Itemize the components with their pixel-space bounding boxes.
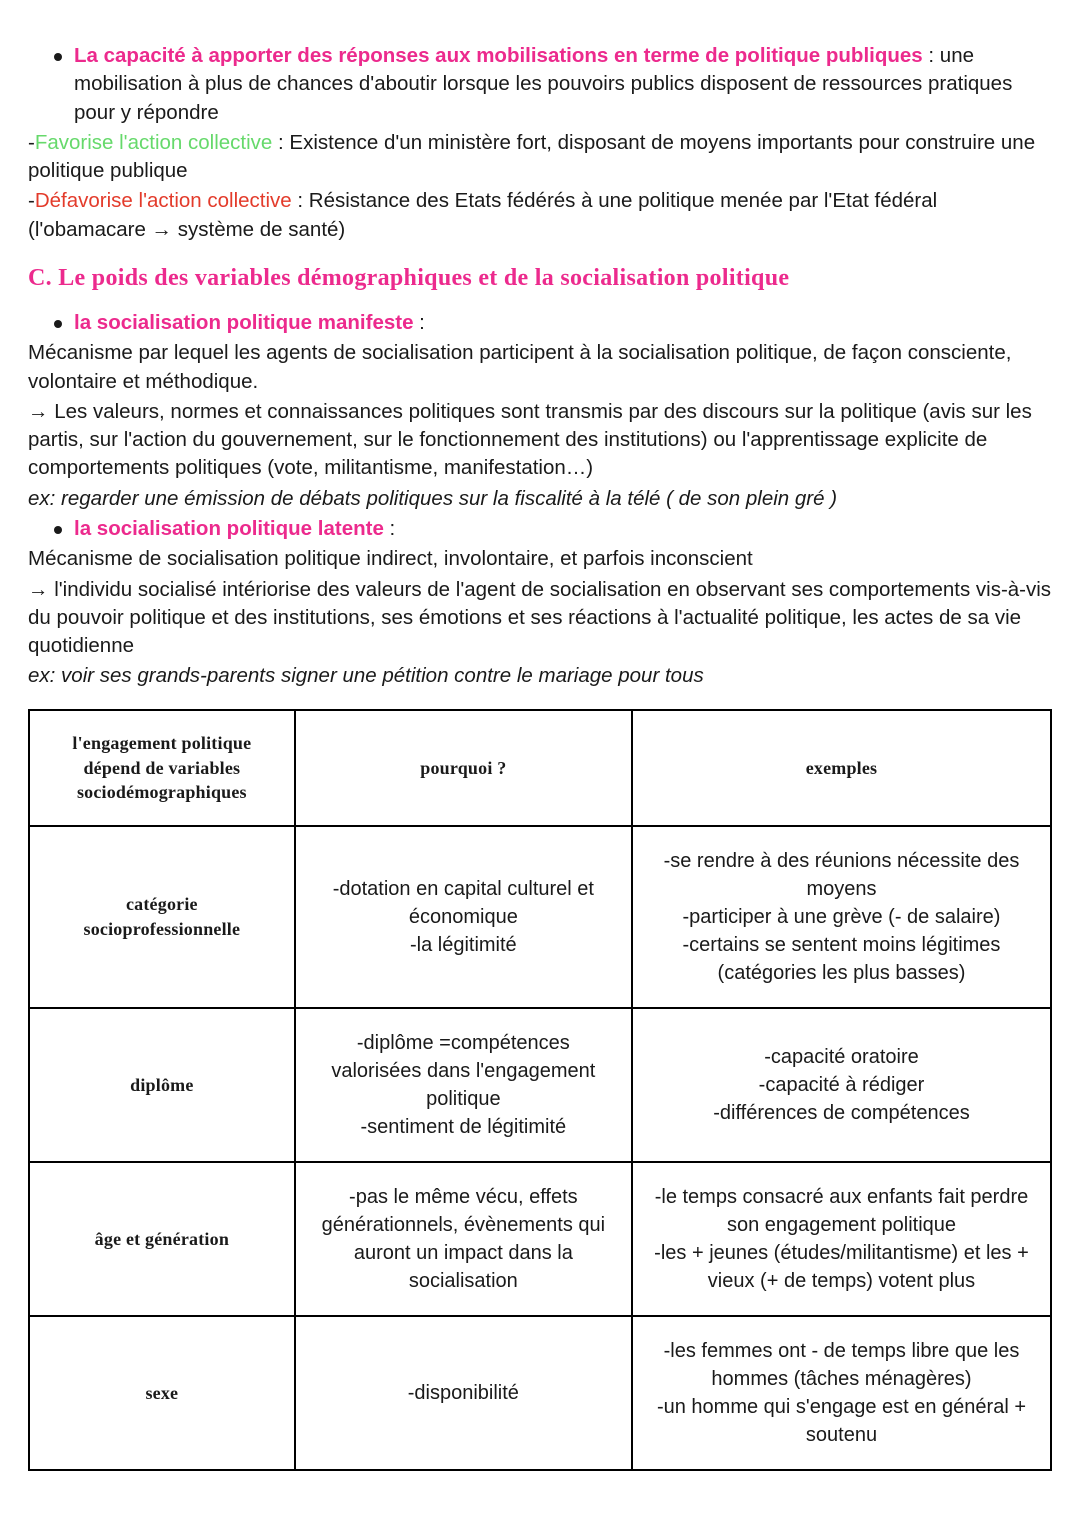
cell-examples: -le temps consacré aux enfants fait perd… xyxy=(632,1162,1051,1316)
row-label: catégorie socioprofessionnelle xyxy=(29,826,295,1008)
row-label: diplôme xyxy=(29,1008,295,1162)
example-text: ex: voir ses grands-parents signer une p… xyxy=(28,662,1052,690)
colon: : xyxy=(413,311,424,334)
cell-why: -dotation en capital culturel et économi… xyxy=(295,826,632,1008)
table-header: pourquoi ? xyxy=(295,710,632,826)
bullet-text: la socialisation politique manifeste : xyxy=(74,309,1052,337)
paragraph: → Les valeurs, normes et connaissances p… xyxy=(28,398,1052,483)
table-row: diplôme -diplôme =compétences valorisées… xyxy=(29,1008,1051,1162)
cell-examples: -les femmes ont - de temps libre que les… xyxy=(632,1316,1051,1470)
cell-examples: -se rendre à des réunions nécessite des … xyxy=(632,826,1051,1008)
bullet-title: la socialisation politique latente xyxy=(74,517,384,540)
bullet-title: la socialisation politique manifeste xyxy=(74,311,413,334)
row-label: âge et génération xyxy=(29,1162,295,1316)
table-row: catégorie socioprofessionnelle -dotation… xyxy=(29,826,1051,1008)
cell-why: -disponibilité xyxy=(295,1316,632,1470)
table-row: âge et génération -pas le même vécu, eff… xyxy=(29,1162,1051,1316)
table-header: exemples xyxy=(632,710,1051,826)
bullet-item: la socialisation politique manifeste : xyxy=(28,309,1052,337)
paragraph: → l'individu socialisé intériorise des v… xyxy=(28,576,1052,661)
paragraph: Mécanisme de socialisation politique ind… xyxy=(28,545,1052,573)
bullet-text: la socialisation politique latente : xyxy=(74,515,1052,543)
defavorise-label: Défavorise l'action collective xyxy=(35,189,292,212)
favorise-line: -Favorise l'action collective : Existenc… xyxy=(28,129,1052,186)
bullet-dot-icon xyxy=(54,53,62,61)
bullet-item: la socialisation politique latente : xyxy=(28,515,1052,543)
favorise-label: Favorise l'action collective xyxy=(35,131,272,154)
section-heading-c: C. Le poids des variables démographiques… xyxy=(28,262,1052,295)
cell-why: -pas le même vécu, effets générationnels… xyxy=(295,1162,632,1316)
cell-examples: -capacité oratoire-capacité à rédiger-di… xyxy=(632,1008,1051,1162)
bullet-item: La capacité à apporter des réponses aux … xyxy=(28,42,1052,127)
table-header-row: l'engagement politique dépend de variabl… xyxy=(29,710,1051,826)
prefix: - xyxy=(28,189,35,212)
cell-why: -diplôme =compétences valorisées dans l'… xyxy=(295,1008,632,1162)
row-label: sexe xyxy=(29,1316,295,1470)
colon: : xyxy=(384,517,395,540)
paragraph: Mécanisme par lequel les agents de socia… xyxy=(28,339,1052,396)
defavorise-line: -Défavorise l'action collective : Résist… xyxy=(28,187,1052,244)
bullet-text: La capacité à apporter des réponses aux … xyxy=(74,42,1052,127)
bullet-dot-icon xyxy=(54,526,62,534)
table-header: l'engagement politique dépend de variabl… xyxy=(29,710,295,826)
prefix: - xyxy=(28,131,35,154)
bullet-dot-icon xyxy=(54,320,62,328)
variables-table: l'engagement politique dépend de variabl… xyxy=(28,709,1052,1471)
example-text: ex: regarder une émission de débats poli… xyxy=(28,485,1052,513)
table-row: sexe -disponibilité -les femmes ont - de… xyxy=(29,1316,1051,1470)
bullet-title: La capacité à apporter des réponses aux … xyxy=(74,44,923,67)
